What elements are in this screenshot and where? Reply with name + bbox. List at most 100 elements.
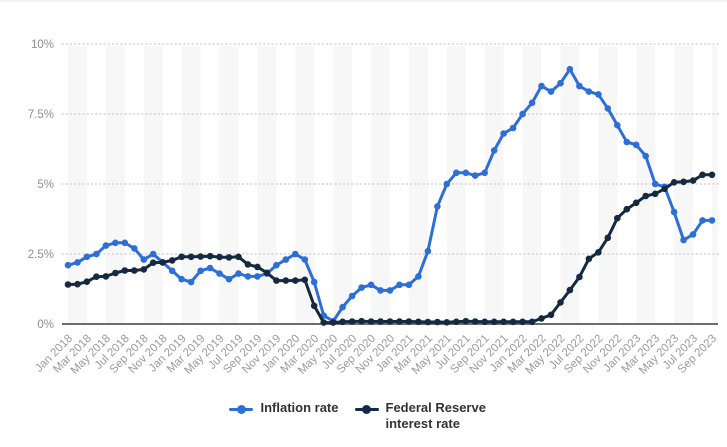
inflation-data-point[interactable] (614, 121, 621, 129)
fed-rate-data-point[interactable] (689, 177, 697, 184)
fed-rate-data-point[interactable] (471, 318, 479, 325)
fed-rate-data-point[interactable] (197, 253, 204, 260)
inflation-data-point[interactable] (216, 270, 223, 277)
inflation-data-point[interactable] (434, 203, 441, 210)
inflation-data-point[interactable] (396, 281, 403, 289)
fed-rate-data-point[interactable] (623, 205, 631, 213)
fed-rate-data-point[interactable] (490, 318, 498, 326)
fed-rate-data-point[interactable] (434, 318, 441, 326)
fed-rate-data-point[interactable] (121, 267, 129, 274)
inflation-data-point[interactable] (481, 169, 489, 177)
legend-item-inflation-rate[interactable]: Inflation rate (229, 400, 339, 416)
fed-rate-data-point[interactable] (339, 318, 346, 326)
inflation-data-point[interactable] (140, 256, 148, 263)
inflation-data-point[interactable] (301, 256, 309, 263)
fed-rate-data-point[interactable] (329, 319, 337, 326)
fed-rate-data-point[interactable] (112, 269, 119, 277)
inflation-data-point[interactable] (64, 261, 72, 269)
fed-rate-data-point[interactable] (102, 273, 110, 280)
fed-rate-data-point[interactable] (292, 277, 299, 284)
inflation-data-point[interactable] (149, 250, 157, 258)
fed-rate-data-point[interactable] (282, 277, 290, 284)
inflation-data-point[interactable] (585, 88, 593, 95)
fed-rate-data-point[interactable] (500, 318, 507, 326)
inflation-data-point[interactable] (651, 180, 659, 188)
fed-rate-data-point[interactable] (74, 280, 81, 288)
fed-rate-data-point[interactable] (699, 171, 706, 179)
fed-rate-data-point[interactable] (244, 261, 252, 268)
fed-rate-data-point[interactable] (604, 234, 612, 242)
inflation-data-point[interactable] (83, 253, 91, 261)
legend-item-fed-interest-rate[interactable]: Federal Reserve interest rate (354, 400, 498, 433)
fed-rate-data-point[interactable] (83, 278, 91, 286)
fed-rate-data-point[interactable] (216, 253, 223, 261)
inflation-data-point[interactable] (576, 82, 583, 90)
inflation-data-point[interactable] (131, 245, 138, 252)
fed-rate-data-point[interactable] (443, 319, 451, 326)
inflation-data-point[interactable] (292, 250, 299, 258)
inflation-data-point[interactable] (490, 147, 498, 154)
inflation-data-point[interactable] (415, 273, 422, 280)
inflation-data-point[interactable] (74, 259, 81, 266)
inflation-data-point[interactable] (358, 284, 365, 291)
inflation-data-point[interactable] (121, 239, 129, 247)
fed-rate-data-point[interactable] (187, 253, 195, 261)
fed-rate-data-point[interactable] (566, 286, 574, 294)
inflation-data-point[interactable] (471, 172, 479, 179)
inflation-data-point[interactable] (680, 236, 687, 244)
fed-rate-data-point[interactable] (547, 311, 555, 319)
fed-rate-data-point[interactable] (557, 299, 564, 306)
fed-rate-data-point[interactable] (576, 273, 583, 281)
fed-rate-data-point[interactable] (320, 319, 328, 326)
inflation-data-point[interactable] (443, 180, 451, 188)
fed-rate-data-point[interactable] (614, 214, 621, 222)
fed-rate-data-point[interactable] (206, 252, 214, 260)
fed-rate-data-point[interactable] (453, 318, 460, 326)
inflation-data-point[interactable] (708, 217, 716, 224)
fed-rate-data-point[interactable] (225, 254, 233, 261)
fed-rate-data-point[interactable] (509, 318, 517, 326)
inflation-data-point[interactable] (310, 278, 318, 286)
fed-rate-data-point[interactable] (348, 318, 356, 325)
fed-rate-data-point[interactable] (168, 257, 176, 264)
fed-rate-data-point[interactable] (528, 318, 536, 326)
fed-rate-data-point[interactable] (642, 192, 649, 200)
inflation-data-point[interactable] (367, 281, 375, 289)
inflation-data-point[interactable] (225, 275, 233, 283)
fed-rate-data-point[interactable] (661, 185, 668, 193)
fed-rate-data-point[interactable] (64, 281, 72, 288)
fed-rate-data-point[interactable] (140, 266, 148, 273)
inflation-data-point[interactable] (557, 79, 564, 87)
inflation-data-point[interactable] (566, 65, 574, 73)
fed-rate-data-point[interactable] (358, 317, 365, 325)
inflation-data-point[interactable] (282, 256, 290, 263)
fed-rate-data-point[interactable] (538, 315, 545, 322)
inflation-data-point[interactable] (112, 239, 119, 247)
inflation-data-point[interactable] (178, 275, 185, 283)
inflation-data-point[interactable] (595, 91, 602, 98)
inflation-data-point[interactable] (670, 208, 678, 216)
inflation-data-point[interactable] (462, 169, 470, 177)
fed-rate-data-point[interactable] (462, 317, 470, 325)
inflation-data-point[interactable] (623, 138, 631, 146)
fed-rate-data-point[interactable] (254, 263, 261, 271)
inflation-data-point[interactable] (386, 287, 394, 294)
fed-rate-data-point[interactable] (263, 269, 271, 277)
inflation-data-point[interactable] (405, 281, 413, 289)
fed-rate-data-point[interactable] (396, 318, 403, 325)
fed-rate-data-point[interactable] (680, 178, 687, 186)
fed-rate-data-point[interactable] (235, 253, 242, 261)
inflation-data-point[interactable] (254, 273, 261, 280)
inflation-data-point[interactable] (424, 247, 432, 255)
inflation-data-point[interactable] (632, 141, 640, 149)
fed-rate-data-point[interactable] (632, 199, 640, 207)
fed-rate-data-point[interactable] (159, 259, 166, 266)
inflation-data-point[interactable] (538, 82, 545, 90)
inflation-data-point[interactable] (168, 267, 176, 275)
fed-rate-data-point[interactable] (708, 171, 716, 179)
fed-rate-data-point[interactable] (149, 259, 157, 267)
fed-rate-data-point[interactable] (178, 253, 185, 261)
inflation-data-point[interactable] (235, 270, 242, 277)
fed-rate-data-point[interactable] (481, 318, 489, 326)
